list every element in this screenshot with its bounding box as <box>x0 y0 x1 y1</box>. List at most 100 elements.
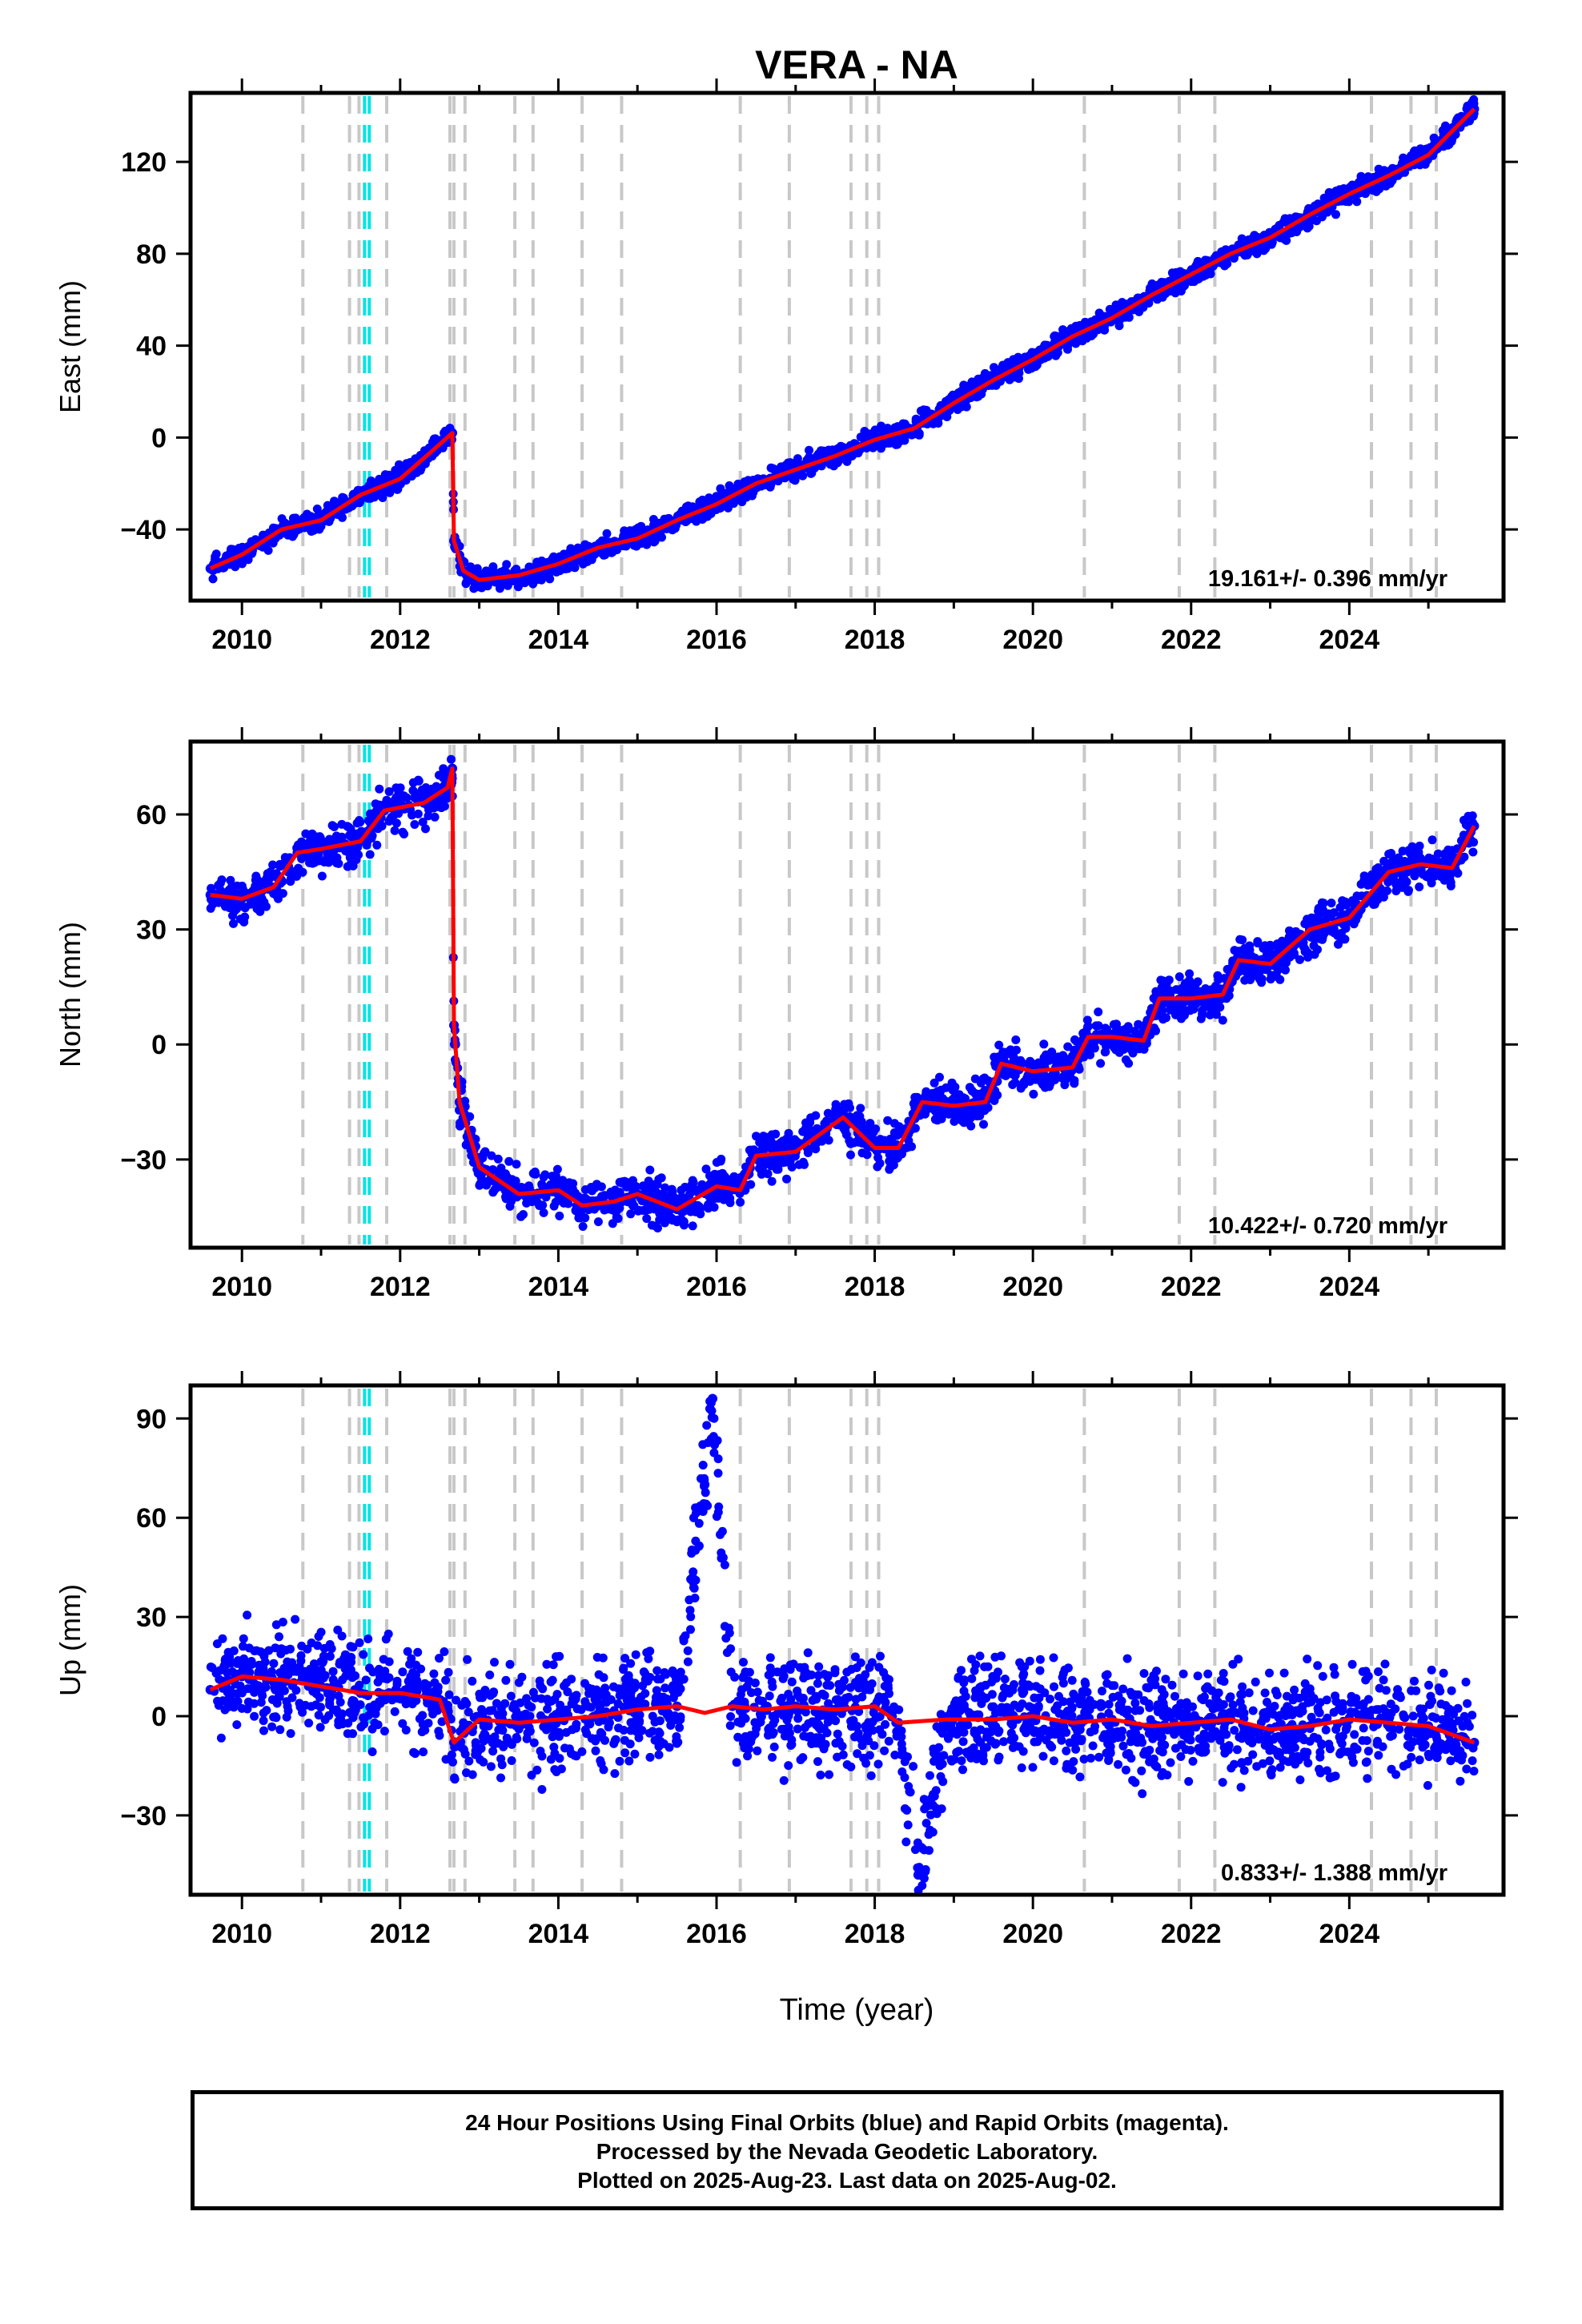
data-point <box>1289 948 1299 958</box>
data-point <box>809 1141 819 1151</box>
data-point <box>430 812 440 822</box>
data-point <box>813 1757 822 1767</box>
data-point <box>1074 1064 1084 1074</box>
data-point <box>1406 857 1415 866</box>
data-point <box>806 1113 816 1123</box>
data-point <box>252 874 261 883</box>
positions-layer <box>205 1393 1480 1895</box>
data-point <box>1016 1084 1026 1093</box>
data-point <box>1397 883 1407 892</box>
data-point <box>602 1204 612 1214</box>
positions-layer <box>205 94 1480 593</box>
data-point <box>211 549 221 559</box>
data-point <box>325 1651 335 1661</box>
data-point <box>1012 1045 1021 1055</box>
data-point <box>1240 251 1250 260</box>
data-point <box>339 493 348 503</box>
data-point <box>1352 197 1362 207</box>
data-point <box>1068 1051 1077 1060</box>
data-point <box>901 1837 911 1847</box>
data-point <box>1240 943 1250 953</box>
data-point <box>483 581 492 591</box>
data-point <box>281 854 291 864</box>
x-tick-label: 2016 <box>686 1272 747 1302</box>
data-point <box>856 1104 865 1113</box>
data-point <box>889 1128 899 1137</box>
data-point <box>1174 1001 1183 1010</box>
data-point <box>1431 869 1440 879</box>
data-point <box>1312 216 1321 226</box>
data-point <box>362 840 371 850</box>
data-point <box>914 430 924 440</box>
data-point <box>629 541 639 550</box>
data-point <box>1324 909 1333 919</box>
data-point <box>744 476 753 485</box>
data-point <box>1090 315 1100 324</box>
data-point <box>317 871 327 881</box>
data-point <box>570 563 580 573</box>
data-point <box>1118 298 1127 307</box>
data-point <box>587 1185 596 1195</box>
data-point <box>978 1074 988 1084</box>
data-point <box>793 454 802 464</box>
data-point <box>432 782 441 791</box>
data-point <box>259 898 269 907</box>
data-point <box>1075 1772 1085 1782</box>
data-point <box>1394 853 1403 862</box>
data-point <box>694 1518 704 1528</box>
data-point <box>608 1219 617 1228</box>
data-point <box>1307 1712 1316 1722</box>
data-point <box>844 1099 853 1108</box>
data-point <box>935 1072 944 1082</box>
data-point <box>1259 246 1268 255</box>
data-point <box>766 480 776 489</box>
data-point <box>303 1644 312 1654</box>
data-point <box>865 1119 875 1128</box>
data-point <box>301 829 311 838</box>
data-point <box>644 1176 653 1186</box>
data-point <box>1284 932 1294 942</box>
data-point <box>1155 987 1165 997</box>
data-point <box>1121 1055 1130 1064</box>
data-point <box>611 1207 620 1216</box>
data-point <box>1309 941 1319 951</box>
data-point <box>580 1213 590 1223</box>
data-point <box>297 837 307 846</box>
data-point <box>456 1118 464 1128</box>
data-point <box>957 402 966 412</box>
data-point <box>934 419 943 428</box>
data-point <box>395 460 404 469</box>
x-tick-label: 2012 <box>370 625 431 655</box>
data-point <box>469 584 479 593</box>
data-point <box>325 834 334 844</box>
data-point <box>1157 1006 1166 1015</box>
data-point <box>1038 1071 1047 1080</box>
data-point <box>330 822 339 831</box>
data-point <box>1192 275 1202 283</box>
data-point <box>855 1137 865 1147</box>
y-tick-label: −40 <box>120 515 167 545</box>
data-point <box>1057 1735 1066 1745</box>
data-point <box>1341 923 1351 933</box>
data-point <box>1285 926 1294 935</box>
data-point <box>1379 166 1389 175</box>
data-point <box>353 842 363 852</box>
data-point <box>539 1208 548 1217</box>
data-point <box>781 1141 790 1150</box>
data-point <box>661 1183 670 1192</box>
data-point <box>516 1212 526 1221</box>
data-point <box>1174 972 1184 982</box>
data-point <box>1246 975 1255 984</box>
data-point <box>390 795 400 805</box>
data-point <box>669 1215 678 1224</box>
data-point <box>1039 1039 1049 1049</box>
data-point <box>1030 1072 1040 1082</box>
data-point <box>1305 915 1315 924</box>
data-point <box>782 1174 791 1184</box>
data-point <box>993 1091 1002 1100</box>
data-point <box>1298 940 1307 950</box>
data-point <box>229 919 238 928</box>
data-point <box>1008 1080 1018 1089</box>
data-point <box>1391 877 1400 887</box>
